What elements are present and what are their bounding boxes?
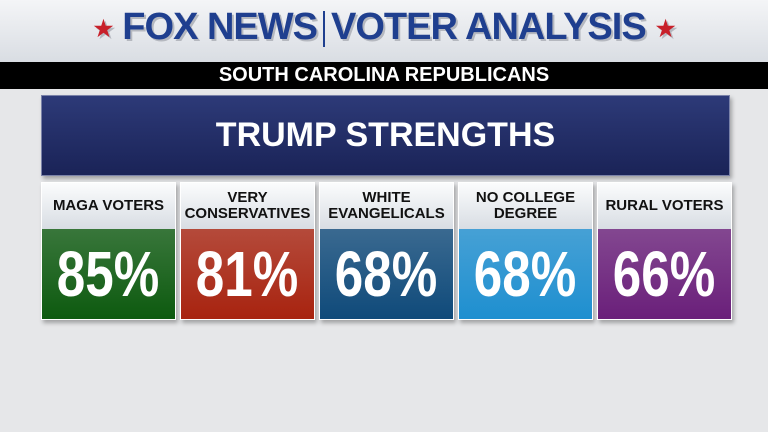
stat-value: 81%	[196, 238, 299, 310]
star-icon: ★	[93, 15, 114, 41]
subtitle-bar: SOUTH CAROLINA REPUBLICANS	[0, 62, 768, 89]
stat-value-box: 68%	[459, 229, 592, 319]
stat-label: NO COLLEGE DEGREE	[459, 183, 592, 229]
header-logo: ★ FOX NEWS VOTER ANALYSIS ★	[0, 6, 768, 49]
stat-label: WHITE EVANGELICALS	[320, 183, 453, 229]
divider	[322, 10, 325, 47]
stat-card: NO COLLEGE DEGREE 68%	[458, 182, 593, 320]
stat-value: 85%	[57, 238, 160, 310]
stat-card: VERY CONSERVATIVES 81%	[180, 182, 315, 320]
stat-card: WHITE EVANGELICALS 68%	[319, 182, 454, 320]
stat-value-box: 66%	[598, 229, 731, 319]
page-title: TRUMP STRENGTHS	[41, 95, 730, 176]
brand-name: FOX NEWS	[122, 6, 318, 48]
stat-value-box: 68%	[320, 229, 453, 319]
stat-card: RURAL VOTERS 66%	[597, 182, 732, 320]
stat-value: 66%	[613, 238, 716, 310]
stat-value-box: 81%	[181, 229, 314, 319]
stat-value: 68%	[335, 238, 438, 310]
stat-value-box: 85%	[42, 229, 175, 319]
stat-value: 68%	[474, 238, 577, 310]
star-icon: ★	[655, 15, 676, 41]
stat-label: RURAL VOTERS	[598, 183, 731, 229]
stat-label: VERY CONSERVATIVES	[181, 183, 314, 229]
header-background	[0, 0, 768, 62]
stat-card: MAGA VOTERS 85%	[41, 182, 176, 320]
stat-label: MAGA VOTERS	[42, 183, 175, 229]
section-name: VOTER ANALYSIS	[330, 6, 647, 48]
